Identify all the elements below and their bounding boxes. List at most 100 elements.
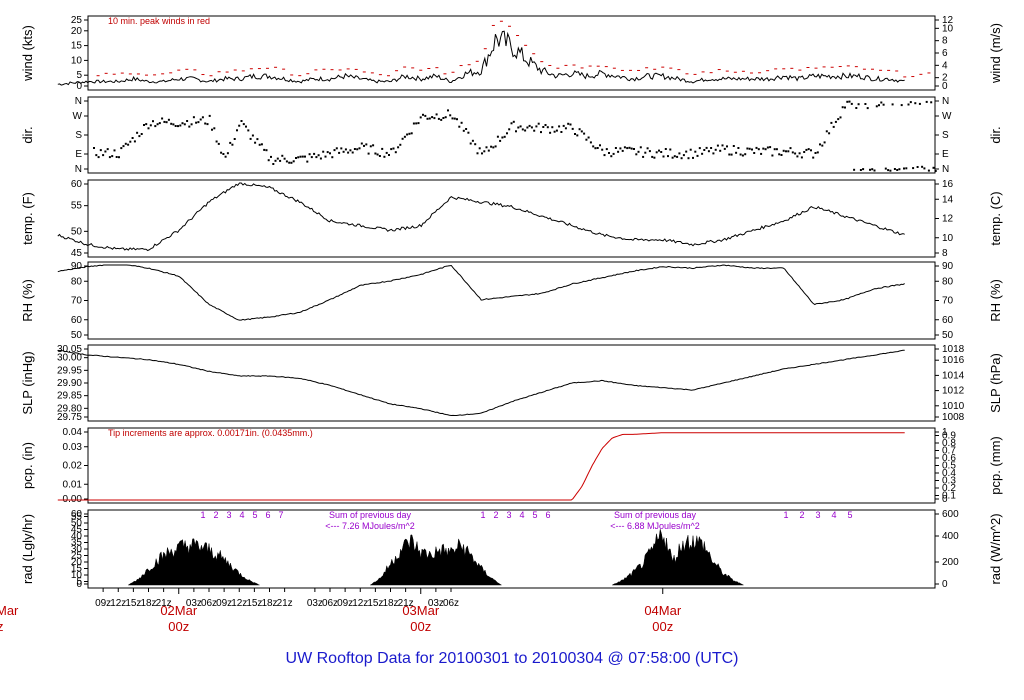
direction-point: [791, 151, 794, 154]
direction-point: [526, 126, 529, 129]
direction-point: [242, 123, 245, 126]
wind-panel-ytick-label-right: 12: [942, 15, 954, 26]
wind-panel-ytick-label-right: 8: [942, 36, 948, 47]
direction-point: [782, 149, 785, 152]
precip-panel-series-line: [57, 432, 905, 501]
direction-point: [174, 125, 177, 127]
wind-panel-ytick-label-left: 5: [76, 70, 82, 81]
direction-point: [642, 155, 645, 158]
radiation-hour-mark: 3: [506, 510, 511, 520]
direction-point: [617, 150, 620, 153]
humidity-panel-ytick-label-left: 90: [71, 261, 83, 272]
precip-panel-ytick-label-right: 0.1: [942, 491, 956, 502]
direction-point: [753, 152, 756, 154]
direction-point: [605, 148, 608, 151]
direction-point: [710, 147, 713, 149]
direction-point: [385, 151, 388, 154]
direction-point: [628, 146, 631, 149]
direction-point: [535, 125, 538, 128]
radiation-day-1-area: [127, 538, 260, 586]
direction-point: [639, 146, 642, 149]
direction-point: [501, 136, 504, 139]
direction-point: [290, 161, 293, 164]
radiation-panel-ytick-label-left: 60: [71, 509, 83, 520]
direction-panel-ytick-label-left: W: [73, 111, 83, 122]
direction-point: [167, 118, 170, 121]
direction-panel-frame: [87, 96, 936, 174]
direction-point: [238, 124, 241, 127]
radiation-panel-ytick-label-right: 400: [942, 531, 959, 542]
direction-point: [898, 168, 901, 171]
direction-point: [832, 125, 835, 128]
direction-point: [190, 123, 193, 126]
direction-point: [655, 151, 658, 154]
direction-point: [834, 120, 837, 123]
direction-point: [467, 131, 470, 134]
direction-point: [494, 145, 497, 148]
direction-point: [333, 149, 336, 152]
direction-point: [694, 150, 697, 153]
direction-point: [299, 155, 302, 158]
direction-point: [412, 122, 415, 125]
direction-point: [403, 135, 406, 138]
x-tick-label: 06z: [443, 598, 459, 609]
radiation-hour-mark: 5: [532, 510, 537, 520]
direction-point: [825, 130, 828, 133]
direction-panel-ytick-label-right: W: [942, 111, 952, 122]
direction-point: [519, 125, 522, 128]
direction-point: [224, 155, 227, 158]
direction-point: [408, 132, 411, 135]
x-day-zulu-label: 00z: [168, 619, 189, 634]
direction-panel-ytick-label-left: N: [75, 96, 82, 107]
direction-point: [648, 150, 651, 153]
direction-point: [474, 143, 477, 146]
direction-point: [658, 149, 660, 152]
direction-point: [789, 147, 792, 150]
direction-point: [263, 148, 266, 151]
direction-point: [558, 125, 561, 128]
direction-point: [481, 152, 483, 155]
precip-panel-ytick-label-right: 0: [942, 494, 948, 505]
direction-point: [760, 152, 763, 155]
direction-point: [342, 150, 345, 153]
direction-point: [732, 145, 735, 147]
direction-point: [728, 153, 731, 156]
direction-point: [496, 135, 499, 138]
direction-point: [456, 118, 458, 121]
direction-point: [726, 145, 728, 148]
direction-point: [909, 101, 912, 104]
direction-point: [859, 169, 862, 171]
direction-point: [891, 103, 894, 106]
direction-point: [435, 113, 438, 116]
radiation-day-2-area: [370, 534, 503, 586]
direction-point: [739, 153, 742, 156]
chart-canvas: wind (kts) wind (m/s)05101520250246810121…: [0, 15, 1003, 634]
x-day-zulu-label: 00z: [652, 619, 673, 634]
direction-point: [197, 121, 200, 124]
radiation-panel-ylabel-left: rad (Lgly/hr): [20, 514, 35, 584]
direction-point: [880, 101, 883, 104]
direction-point: [769, 146, 772, 149]
direction-point: [383, 155, 386, 158]
precip-panel-ylabel-right: pcp. (mm): [988, 436, 1003, 495]
direction-point: [927, 169, 930, 172]
direction-point: [374, 152, 377, 155]
direction-point: [633, 148, 635, 150]
direction-point: [422, 113, 424, 116]
direction-point: [93, 147, 95, 149]
radiation-panel-ytick-label-right: 200: [942, 557, 959, 568]
direction-panel-ytick-label-left: N: [75, 164, 82, 175]
direction-point: [626, 147, 629, 150]
direction-point: [338, 151, 341, 154]
direction-point: [925, 100, 928, 103]
direction-point: [562, 124, 565, 127]
direction-point: [748, 147, 751, 150]
pressure-panel-ytick-label-left: 29.90: [57, 378, 82, 389]
precip-panel-ytick-label-right: 0.7: [942, 446, 956, 457]
direction-point: [857, 103, 860, 106]
direction-point: [549, 131, 552, 134]
x-tick-label: 12z: [231, 598, 247, 609]
direction-point: [378, 155, 381, 157]
direction-point: [576, 134, 579, 137]
direction-point: [583, 132, 586, 135]
